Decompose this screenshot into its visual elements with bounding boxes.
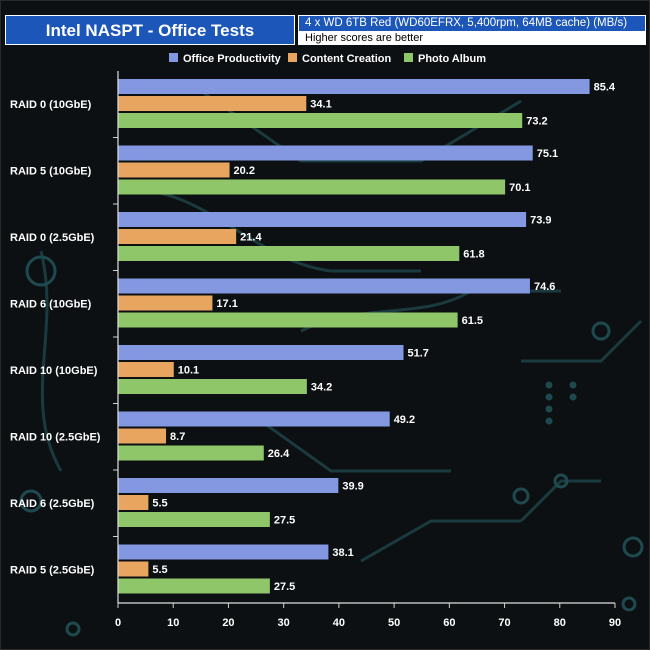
data-label: 75.1: [537, 148, 558, 160]
chart-subtitle: 4 x WD 6TB Red (WD60EFRX, 5,400rpm, 64MB…: [299, 16, 645, 31]
circuit-trace: [519, 479, 601, 523]
data-label: 8.7: [170, 431, 185, 443]
circuit-dot: [545, 393, 553, 401]
x-tick-label: 20: [222, 617, 234, 629]
legend-label: Photo Album: [418, 53, 486, 65]
data-label: 61.8: [463, 249, 484, 261]
x-tick-label: 40: [333, 617, 345, 629]
category-label: RAID 5 (10GbE): [10, 166, 92, 178]
x-tick-label: 10: [167, 617, 179, 629]
bar: [118, 295, 213, 311]
circuit-node: [622, 536, 644, 558]
bar: [118, 229, 237, 244]
bar: [118, 512, 270, 527]
data-label: 10.1: [178, 365, 199, 377]
bar: [118, 495, 149, 510]
data-label: 61.5: [462, 315, 483, 327]
data-label: 27.5: [274, 515, 295, 527]
bar: [118, 278, 530, 294]
data-label: 70.1: [509, 182, 530, 194]
data-label: 49.2: [394, 414, 415, 426]
data-label: 21.4: [240, 232, 262, 244]
data-label: 34.1: [310, 99, 331, 111]
legend-swatch: [404, 53, 413, 62]
bar: [118, 561, 149, 577]
circuit-node: [65, 621, 81, 637]
x-tick-label: 90: [609, 617, 621, 629]
circuit-node: [25, 255, 57, 287]
category-label: RAID 10 (10GbE): [10, 365, 98, 377]
plot-area: 0 10 20 30 40 50 60 70 80 90 RAID 0 (10GbE) 85.4 34.…: [10, 71, 621, 629]
data-label: 74.6: [534, 281, 555, 293]
circuit-node: [19, 489, 43, 513]
legend-swatch: [169, 53, 178, 62]
bar: [118, 578, 270, 594]
data-label: 5.5: [152, 564, 167, 576]
circuit-dot: [545, 405, 553, 413]
bar: [118, 544, 329, 560]
circuit-node: [512, 487, 530, 505]
bar: [118, 179, 506, 195]
x-tick-label: 70: [498, 617, 510, 629]
x-tick-label: 50: [388, 617, 400, 629]
circuit-dot: [545, 381, 553, 389]
legend-label: Content Creation: [302, 53, 392, 65]
category-label: RAID 6 (10GbE): [10, 299, 92, 311]
bar: [118, 478, 339, 493]
circuit-trace: [360, 519, 521, 563]
data-label: 51.7: [407, 348, 428, 360]
bar: [118, 79, 590, 94]
circuit-node: [621, 596, 637, 612]
bar: [118, 345, 404, 360]
data-label: 39.9: [342, 481, 363, 493]
circuit-dot: [545, 417, 553, 425]
data-label: 27.5: [274, 581, 295, 593]
chart-subtitle-box: 4 x WD 6TB Red (WD60EFRX, 5,400rpm, 64MB…: [298, 15, 646, 45]
circuit-node: [591, 321, 611, 341]
legend-label: Office Productivity: [183, 53, 282, 65]
legend: Office Productivity Content Creation Photo…: [169, 53, 486, 65]
bar: [118, 246, 460, 261]
bar: [118, 312, 458, 328]
x-tick-label: 80: [554, 617, 566, 629]
bar: [118, 145, 533, 161]
data-label: 5.5: [152, 498, 167, 510]
data-label: 85.4: [594, 82, 616, 94]
bar: [118, 113, 523, 128]
data-label: 73.2: [526, 116, 547, 128]
bar: [118, 362, 174, 377]
data-label: 38.1: [332, 547, 353, 559]
x-tick-label: 60: [443, 617, 455, 629]
bar: [118, 445, 264, 461]
category-label: RAID 5 (2.5GbE): [10, 565, 95, 577]
category-label: RAID 10 (2.5GbE): [10, 432, 101, 444]
category-label: RAID 0 (10GbE): [10, 99, 92, 111]
x-tick-label: 30: [278, 617, 290, 629]
category-label: RAID 0 (2.5GbE): [10, 232, 95, 244]
data-label: 26.4: [268, 448, 290, 460]
circuit-node: [553, 473, 569, 489]
bar: [118, 428, 167, 444]
circuit-dot: [569, 393, 577, 401]
bar: [118, 96, 307, 111]
category-label: RAID 6 (2.5GbE): [10, 498, 95, 510]
bar: [118, 411, 390, 427]
chart-title: Intel NASPT - Office Tests: [5, 15, 295, 45]
circuit-background: [19, 89, 644, 637]
bar: [118, 162, 230, 178]
bar: [118, 212, 527, 227]
x-tick-label: 0: [115, 617, 121, 629]
data-label: 34.2: [311, 382, 332, 394]
circuit-dot: [569, 381, 577, 389]
chart-note: Higher scores are better: [299, 31, 645, 45]
circuit-trace: [39, 250, 63, 472]
circuit-trace: [521, 319, 643, 363]
legend-swatch: [288, 53, 297, 62]
data-label: 17.1: [216, 298, 237, 310]
data-label: 20.2: [234, 165, 255, 177]
data-label: 73.9: [530, 215, 551, 227]
bar: [118, 379, 307, 394]
